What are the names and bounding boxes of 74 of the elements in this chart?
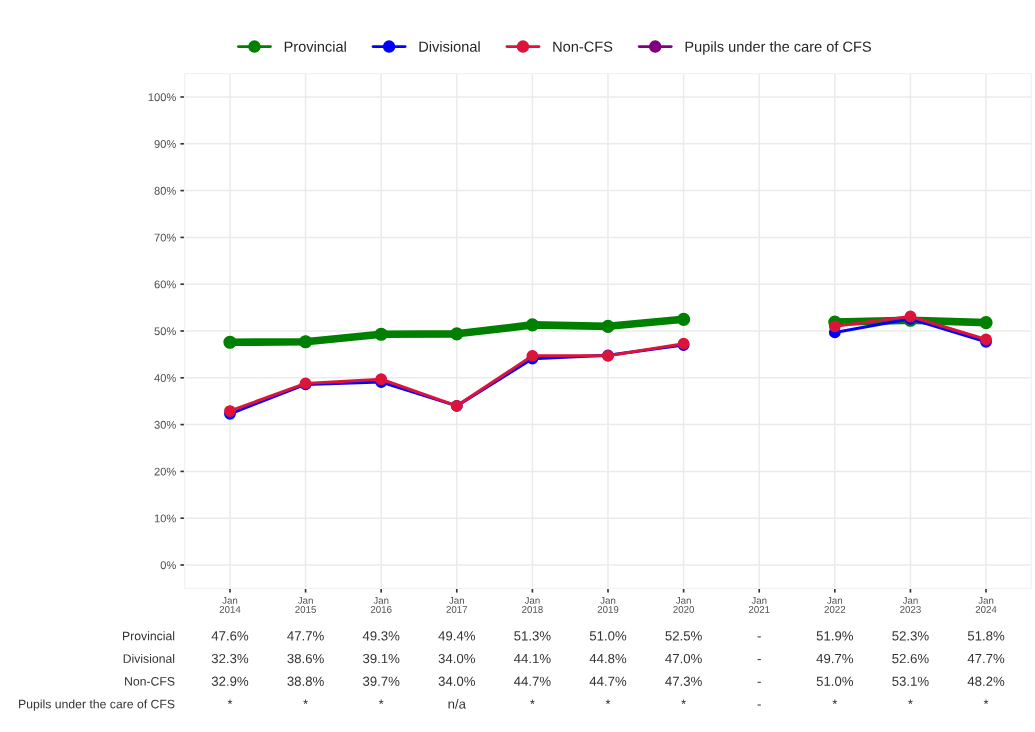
data-label: 53.1% bbox=[892, 676, 929, 686]
text: - bbox=[757, 659, 761, 661]
data-label: 51.8% bbox=[967, 631, 1005, 641]
data-label: 51.0% bbox=[816, 676, 854, 686]
data-label: 34.0% bbox=[438, 653, 476, 664]
text: - bbox=[757, 681, 761, 683]
text: Divisional bbox=[123, 654, 175, 663]
text: * bbox=[832, 699, 838, 705]
y-tick-label: 50% bbox=[154, 327, 176, 336]
x-tick-label: Jan 2015 bbox=[295, 597, 316, 613]
data-label: 38.6% bbox=[287, 653, 324, 664]
data-label: 34.0% bbox=[438, 676, 476, 686]
data-label: 47.6% bbox=[211, 631, 249, 641]
data-label: 51.9% bbox=[816, 631, 854, 641]
x-tick-label: Jan 2019 bbox=[597, 597, 619, 613]
data-label: 52.5% bbox=[665, 631, 702, 641]
text: Provincial bbox=[123, 631, 175, 641]
legend-label: Divisional bbox=[419, 41, 480, 52]
x-tick-label: Jan 2014 bbox=[219, 597, 241, 613]
data-label: 39.1% bbox=[362, 653, 400, 664]
text: n/a bbox=[448, 698, 466, 709]
data-label: 47.3% bbox=[665, 676, 702, 686]
x-tick-label: Jan 2021 bbox=[748, 597, 770, 613]
text: * bbox=[227, 699, 233, 705]
text: * bbox=[378, 699, 384, 705]
x-tick-label: Jan 2022 bbox=[824, 597, 846, 613]
y-tick-label: 80% bbox=[154, 186, 176, 195]
text: * bbox=[605, 699, 611, 705]
text: Non-CFS bbox=[125, 677, 175, 686]
data-label: 51.3% bbox=[514, 631, 551, 641]
text: - bbox=[757, 636, 761, 638]
text: * bbox=[681, 699, 686, 705]
y-tick-label: 100% bbox=[148, 93, 176, 102]
y-tick-label: 20% bbox=[154, 467, 176, 476]
data-label: 48.2% bbox=[967, 676, 1005, 686]
data-label: 49.7% bbox=[816, 653, 854, 664]
data-label: 47.0% bbox=[665, 653, 702, 664]
data-label: 49.4% bbox=[438, 631, 476, 641]
text: * bbox=[530, 699, 535, 705]
text: Pupils under the care of CFS bbox=[19, 699, 175, 711]
legend-label: Provincial bbox=[284, 41, 346, 52]
y-tick-label: 30% bbox=[154, 420, 176, 429]
data-label: 47.7% bbox=[967, 653, 1005, 664]
data-label: 44.7% bbox=[589, 676, 627, 686]
y-tick-label: 10% bbox=[154, 514, 176, 523]
x-tick-label: Jan 2023 bbox=[900, 597, 921, 613]
data-label: 47.7% bbox=[287, 631, 324, 641]
text: - bbox=[757, 704, 761, 706]
data-label: 44.8% bbox=[589, 653, 627, 664]
text: * bbox=[303, 699, 308, 705]
x-tick-label: Jan 2017 bbox=[446, 597, 468, 613]
text: * bbox=[908, 699, 913, 705]
data-label: 44.1% bbox=[513, 653, 551, 664]
data-label: 32.9% bbox=[211, 676, 249, 686]
data-label: 32.3% bbox=[211, 653, 249, 664]
data-label: 52.6% bbox=[892, 653, 929, 664]
x-tick-label: Jan 2018 bbox=[522, 597, 543, 613]
data-label: 44.7% bbox=[513, 676, 551, 686]
y-tick-label: 90% bbox=[154, 140, 176, 148]
data-label: 49.3% bbox=[362, 631, 400, 641]
x-tick-label: Jan 2016 bbox=[370, 597, 392, 613]
y-tick-label: 0% bbox=[160, 561, 176, 570]
y-tick-label: 70% bbox=[154, 233, 176, 242]
x-tick-label: Jan 2024 bbox=[975, 597, 997, 613]
data-label: 38.8% bbox=[287, 676, 324, 686]
legend-label: Non-CFS bbox=[553, 41, 613, 52]
y-tick-label: 40% bbox=[154, 374, 176, 382]
x-tick-label: Jan 2020 bbox=[673, 597, 695, 613]
text: * bbox=[983, 699, 989, 705]
data-label: 51.0% bbox=[589, 631, 627, 641]
y-tick-label: 60% bbox=[154, 280, 176, 289]
legend-label: Pupils under the care of CFS bbox=[685, 41, 871, 55]
data-label: 39.7% bbox=[362, 676, 400, 686]
data-label: 52.3% bbox=[892, 631, 929, 641]
